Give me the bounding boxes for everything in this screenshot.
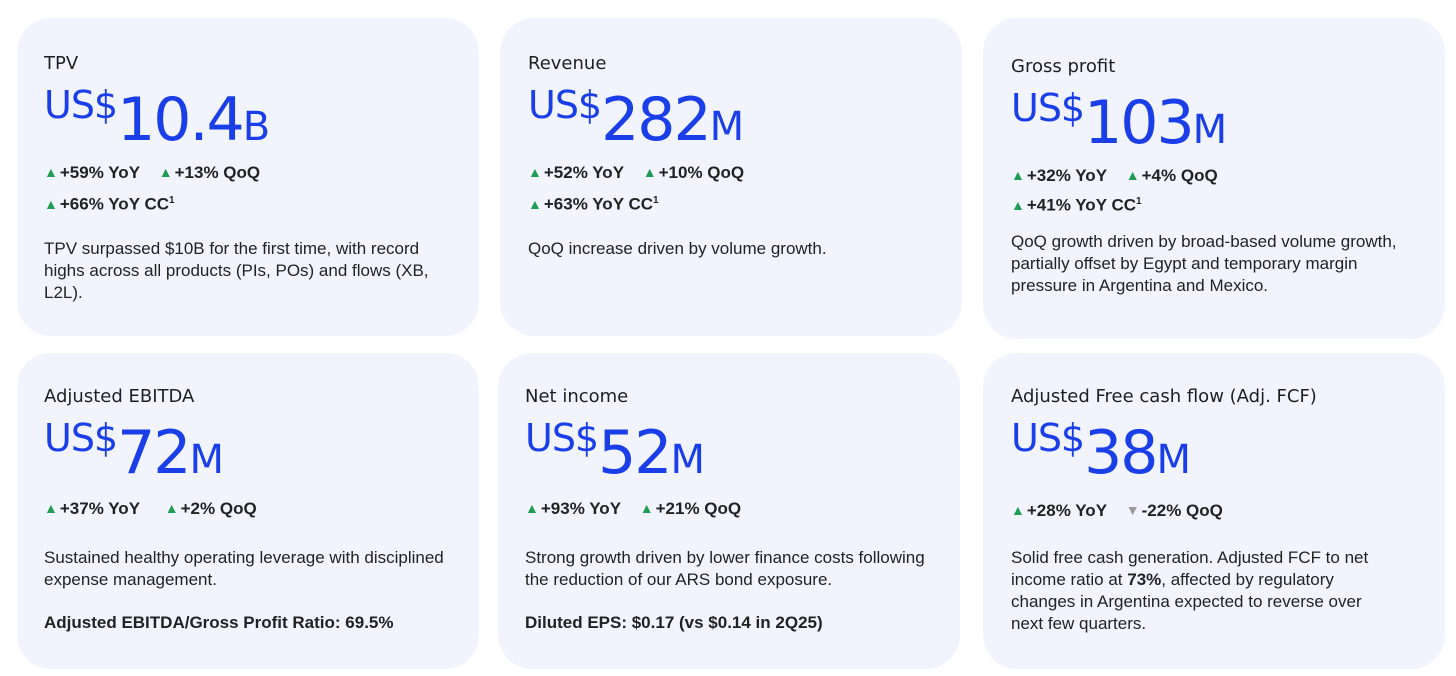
card-title: TPV: [44, 53, 79, 74]
triangle-up-icon: ▲: [164, 500, 179, 516]
card-description: QoQ growth driven by broad-based volume …: [1011, 232, 1397, 295]
triangle-up-icon: ▲: [639, 500, 654, 516]
card-description: TPV surpassed $10B for the first time, w…: [44, 239, 429, 302]
value-number: 103: [1084, 88, 1195, 158]
metrics: ▲ +32% YoY ▲ +4% QoQ ▲ +41% YoY CC1: [1011, 163, 1232, 215]
value-unit: B: [242, 104, 271, 150]
qoq-metric: ▲ +13% QoQ: [159, 159, 260, 187]
card-title: Adjusted EBITDA: [44, 386, 195, 407]
value-currency: US$: [1011, 416, 1085, 460]
qoq-metric: ▲ +4% QoQ: [1126, 163, 1218, 189]
triangle-up-icon: ▲: [528, 195, 542, 212]
card-title: Revenue: [528, 53, 607, 74]
value-currency: US$: [1011, 86, 1085, 130]
value-unit: M: [189, 437, 224, 483]
value-currency: US$: [44, 83, 118, 127]
triangle-up-icon: ▲: [158, 164, 173, 180]
yoy-metric: ▲ +32% YoY: [1011, 163, 1107, 189]
qoq-metric: ▲ +10% QoQ: [643, 159, 744, 187]
triangle-up-icon: ▲: [1011, 196, 1025, 213]
kpi-card-adjusted-ebitda: Adjusted EBITDA US$72M ▲ +37% YoY ▲ +2% Qo…: [17, 353, 479, 669]
card-note: Diluted EPS: $0.17 (vs $0.14 in 2Q25): [525, 613, 823, 632]
value-currency: US$: [44, 416, 118, 460]
qoq-metric: ▲ +21% QoQ: [640, 495, 741, 523]
value-unit: M: [1156, 437, 1191, 483]
metrics: ▲ +52% YoY ▲ +10% QoQ ▲ +63% YoY CC1: [528, 159, 758, 215]
triangle-up-icon: ▲: [44, 500, 58, 516]
value-number: 10.4: [117, 85, 245, 155]
yoy-metric: ▲ +93% YoY: [525, 495, 621, 523]
value-unit: M: [709, 104, 745, 150]
yoy-metric: ▲ +59% YoY: [44, 159, 140, 187]
kpi-card-adjusted-fcf: Adjusted Free cash flow (Adj. FCF) US$38…: [983, 353, 1445, 669]
value-currency: US$: [525, 416, 599, 460]
triangle-up-icon: ▲: [1011, 167, 1025, 183]
triangle-up-icon: ▲: [44, 164, 58, 180]
card-description: Sustained healthy operating leverage wit…: [44, 548, 444, 589]
yoy-cc-metric: ▲ +63% YoY CC1: [528, 187, 659, 219]
kpi-card-revenue: Revenue US$282M ▲ +52% YoY ▲ +10% QoQ ▲ +63…: [500, 18, 962, 336]
value-number: 72: [117, 418, 191, 488]
card-description: Solid free cash generation. Adjusted FCF…: [1011, 548, 1369, 633]
yoy-cc-metric: ▲ +41% YoY CC1: [1011, 189, 1142, 219]
card-description: QoQ increase driven by volume growth.: [528, 239, 827, 258]
metrics: ▲ +59% YoY ▲ +13% QoQ ▲ +66% YoY CC1: [44, 159, 274, 215]
metrics: ▲ +28% YoY ▼ -22% QoQ: [1011, 497, 1237, 525]
metrics: ▲ +37% YoY ▲ +2% QoQ: [44, 495, 271, 523]
triangle-up-icon: ▲: [525, 500, 539, 516]
value-number: 52: [598, 418, 672, 488]
yoy-metric: ▲ +28% YoY: [1011, 497, 1107, 525]
kpi-card-gross-profit: Gross profit US$103M ▲ +32% YoY ▲ +4% QoQ …: [983, 18, 1445, 339]
value-unit: M: [670, 437, 705, 483]
kpi-value: US$72M: [44, 419, 224, 483]
metrics: ▲ +93% YoY ▲ +21% QoQ: [525, 495, 755, 523]
kpi-card-tpv: TPV US$10.4B ▲ +59% YoY ▲ +13% QoQ ▲ +66% Y…: [17, 18, 479, 336]
kpi-card-net-income: Net income US$52M ▲ +93% YoY ▲ +21% QoQ St…: [498, 353, 960, 669]
card-description: Strong growth driven by lower finance co…: [525, 548, 925, 589]
value-unit: M: [1192, 107, 1228, 153]
value-currency: US$: [528, 83, 602, 127]
triangle-up-icon: ▲: [44, 195, 58, 212]
yoy-metric: ▲ +52% YoY: [528, 159, 624, 187]
card-title: Net income: [525, 386, 629, 407]
kpi-value: US$10.4B: [44, 86, 271, 150]
yoy-metric: ▲ +37% YoY: [44, 495, 140, 523]
kpi-value: US$282M: [528, 86, 745, 150]
value-number: 38: [1084, 418, 1158, 488]
card-note: Adjusted EBITDA/Gross Profit Ratio: 69.5…: [44, 613, 394, 632]
yoy-cc-metric: ▲ +66% YoY CC1: [44, 187, 175, 219]
kpi-value: US$38M: [1011, 419, 1191, 483]
triangle-up-icon: ▲: [642, 164, 657, 180]
value-number: 282: [601, 85, 712, 155]
triangle-up-icon: ▲: [1011, 502, 1025, 518]
qoq-metric: ▼ -22% QoQ: [1126, 497, 1223, 525]
card-title: Gross profit: [1011, 56, 1116, 77]
card-title: Adjusted Free cash flow (Adj. FCF): [1011, 386, 1317, 407]
kpi-value: US$52M: [525, 419, 705, 483]
triangle-up-icon: ▲: [528, 164, 542, 180]
kpi-value: US$103M: [1011, 89, 1228, 153]
triangle-up-icon: ▲: [1125, 167, 1140, 183]
triangle-down-icon: ▼: [1125, 502, 1140, 518]
qoq-metric: ▲ +2% QoQ: [165, 495, 257, 523]
